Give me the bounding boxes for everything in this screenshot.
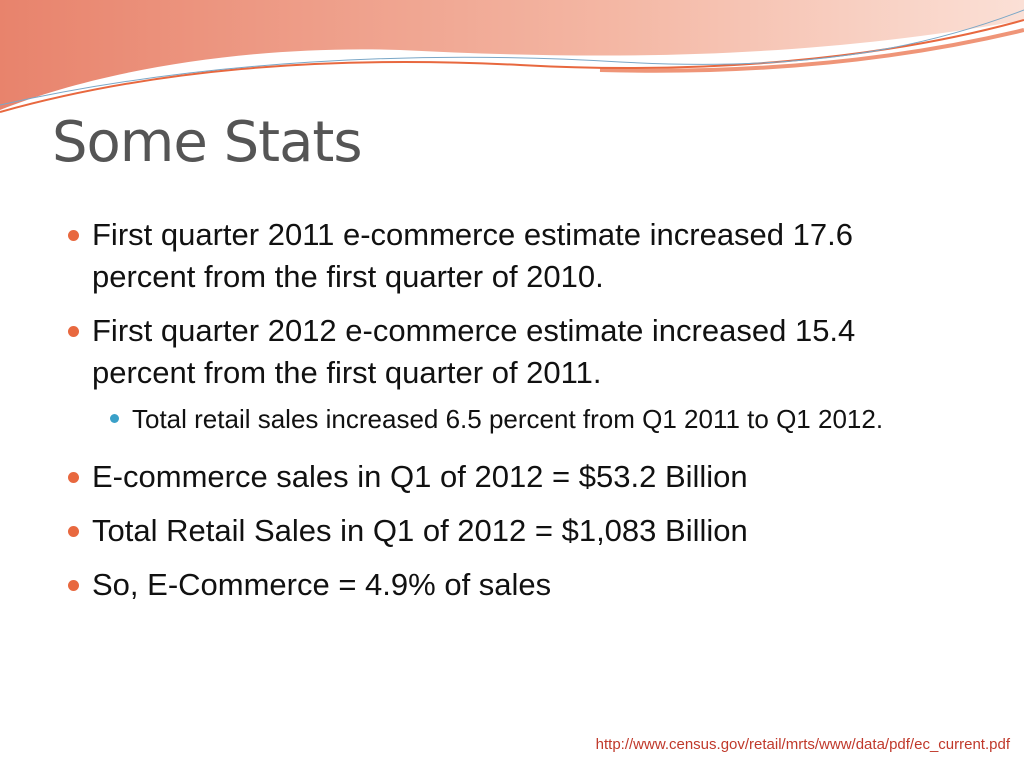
bullet: So, E-Commerce = 4.9% of sales bbox=[64, 564, 944, 606]
bullet-text: First quarter 2011 e-commerce estimate i… bbox=[92, 217, 853, 294]
slide-title: Some Stats bbox=[52, 110, 363, 175]
header-decoration bbox=[0, 0, 1024, 113]
bullet-list: First quarter 2011 e-commerce estimate i… bbox=[64, 214, 944, 618]
bullet-text: E-commerce sales in Q1 of 2012 = $53.2 B… bbox=[92, 459, 748, 494]
bullet-text: So, E-Commerce = 4.9% of sales bbox=[92, 567, 552, 602]
bullet-text: First quarter 2012 e-commerce estimate i… bbox=[92, 313, 856, 390]
source-link[interactable]: http://www.census.gov/retail/mrts/www/da… bbox=[595, 736, 1010, 753]
bullet: Total Retail Sales in Q1 of 2012 = $1,08… bbox=[64, 510, 944, 552]
sub-list: Total retail sales increased 6.5 percent… bbox=[106, 400, 944, 438]
bullet-text: Total Retail Sales in Q1 of 2012 = $1,08… bbox=[92, 513, 748, 548]
bullet: E-commerce sales in Q1 of 2012 = $53.2 B… bbox=[64, 456, 944, 498]
sub-bullet: Total retail sales increased 6.5 percent… bbox=[106, 400, 944, 438]
bullet: First quarter 2012 e-commerce estimate i… bbox=[64, 310, 944, 438]
bullet: First quarter 2011 e-commerce estimate i… bbox=[64, 214, 944, 298]
